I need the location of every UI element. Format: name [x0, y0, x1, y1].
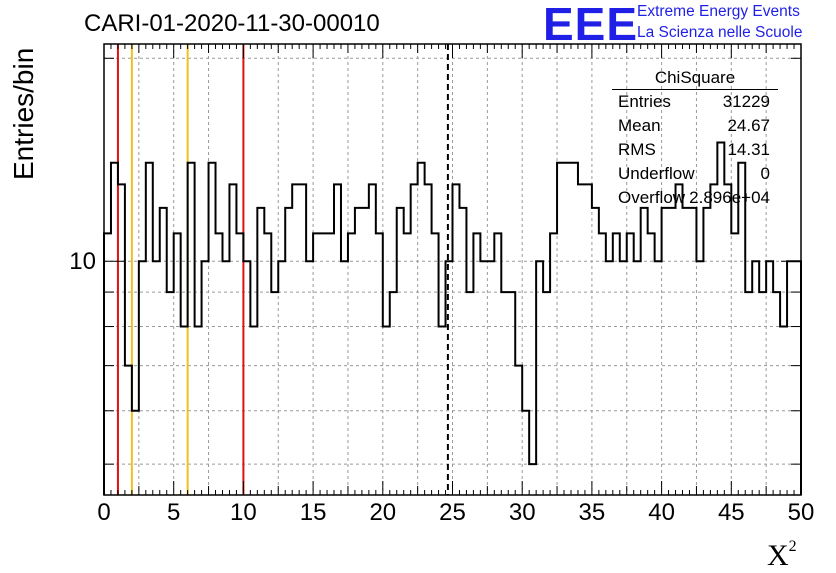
axis-tick-labels: 0 5 10 15 20 25 30 35 40 45 50 10 [69, 248, 814, 526]
stats-label: Mean [618, 116, 661, 135]
x-tick-label: 35 [579, 499, 606, 526]
x-tick-label: 5 [167, 499, 180, 526]
org-name-line1: Extreme Energy Events [637, 3, 800, 20]
x-tick-label: 45 [718, 499, 745, 526]
stats-label: Underflow [618, 164, 695, 183]
x-tick-label: 15 [300, 499, 327, 526]
x-tick-label: 0 [97, 499, 110, 526]
stats-title: ChiSquare [612, 68, 778, 90]
stats-label: RMS [618, 140, 656, 159]
stats-box: ChiSquare Entries 31229 Mean 24.67 RMS 1… [612, 68, 778, 210]
y-tick-label: 10 [69, 248, 96, 275]
stats-value: 2.896e+04 [689, 188, 770, 207]
stats-row-rms: RMS 14.31 [612, 138, 778, 162]
y-axis-label: Entries/bin [8, 47, 39, 180]
x-tick-label: 30 [509, 499, 536, 526]
org-name-line2: La Scienza nelle Scuole [637, 24, 803, 41]
histogram-line [103, 141, 802, 495]
stats-row-entries: Entries 31229 [612, 90, 778, 114]
stats-value: 24.67 [727, 116, 770, 135]
stats-value: 14.31 [727, 140, 770, 159]
x-tick-label: 25 [439, 499, 466, 526]
x-tick-label: 20 [369, 499, 396, 526]
stats-label: Overflow [618, 188, 686, 207]
axis-ticks [103, 44, 802, 495]
stats-label: Entries [618, 92, 671, 111]
x-tick-label: 50 [788, 499, 815, 526]
reference-lines [116, 44, 449, 495]
x-tick-label: 40 [648, 499, 675, 526]
stats-value: 31229 [722, 92, 770, 111]
stats-row-overflow: Overflow 2.896e+04 [612, 186, 778, 210]
chart-title: CARI-01-2020-11-30-00010 [84, 10, 380, 37]
x-tick-label: 10 [230, 499, 257, 526]
eee-logo: EEE [543, 0, 639, 50]
stats-value: 0 [760, 164, 770, 183]
stats-row-mean: Mean 24.67 [612, 114, 778, 138]
stats-row-underflow: Underflow 0 [612, 162, 778, 186]
x-axis-label: X2 [767, 538, 797, 572]
